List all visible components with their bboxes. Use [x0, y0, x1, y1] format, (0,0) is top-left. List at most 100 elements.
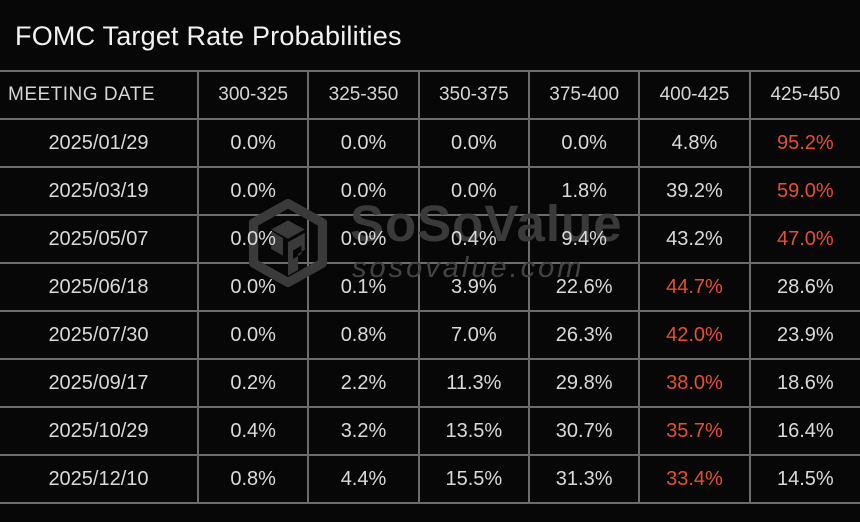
probability-value: 18.6%: [776, 371, 834, 394]
probability-value: 0.0%: [451, 131, 497, 154]
table-row: 2025/06/18 0.0% 0.1% 3.9% 22.6% 44.7% 28.6%: [0, 262, 860, 312]
probability-value: 0.1%: [340, 275, 387, 298]
rate-range-column-header: 325-350: [307, 70, 420, 120]
probability-cell: 0.0%: [196, 310, 310, 360]
probability-cell: 13.5%: [417, 406, 530, 456]
meeting-date-cell: 2025/12/10: [0, 454, 199, 504]
probability-value: 0.0%: [451, 179, 497, 202]
probability-value: 0.2%: [230, 371, 276, 394]
meeting-date-cell: 2025/05/07: [0, 214, 199, 264]
table-row: 2025/10/29 0.4% 3.2% 13.5% 30.7% 35.7% 16.4%: [0, 406, 860, 456]
probability-cell: 0.0%: [196, 262, 310, 312]
probability-cell: 0.1%: [307, 262, 420, 312]
probability-value: 1.8%: [561, 179, 607, 202]
meeting-date-column-header: MEETING DATE: [0, 70, 199, 120]
probability-value: 11.3%: [446, 371, 502, 394]
probability-value: 0.0%: [230, 275, 276, 298]
rate-range-column-header: 400-425: [638, 70, 751, 120]
probability-value: 16.4%: [776, 419, 834, 442]
probability-cell: 59.0%: [748, 166, 860, 216]
table-header-row: MEETING DATE 300-325 325-350 350-375 375-400…: [0, 70, 860, 120]
probability-cell: 42.0%: [638, 310, 751, 360]
probability-cell: 2.2%: [307, 358, 420, 408]
probability-value: 3.2%: [340, 419, 387, 442]
rate-range-column-header: 425-450: [748, 70, 860, 120]
probability-value: 44.7%: [666, 275, 723, 298]
probability-value: 0.0%: [230, 131, 276, 154]
column-header-label: 325-350: [328, 84, 399, 105]
probability-cell: 4.8%: [638, 118, 751, 168]
column-header-label: 400-425: [659, 84, 730, 105]
probability-value: 26.3%: [555, 323, 613, 346]
probability-value: 0.0%: [340, 227, 387, 250]
probability-cell: 0.0%: [417, 166, 530, 216]
column-header-label: 350-375: [438, 84, 509, 105]
probability-value: 28.6%: [776, 275, 834, 298]
column-header-label: 375-400: [549, 84, 620, 105]
probability-value: 0.0%: [340, 179, 387, 202]
probability-cell: 7.0%: [417, 310, 530, 360]
probability-value: 59.0%: [776, 179, 834, 202]
meeting-date-value: 2025/10/29: [48, 419, 149, 442]
probability-cell: 15.5%: [417, 454, 530, 504]
probability-cell: 31.3%: [527, 454, 641, 504]
title-bar: FOMC Target Rate Probabilities: [0, 0, 860, 70]
fomc-probability-table: MEETING DATE 300-325 325-350 350-375 375-400…: [0, 70, 860, 504]
meeting-date-cell: 2025/09/17: [0, 358, 199, 408]
meeting-date-cell: 2025/07/30: [0, 310, 199, 360]
probability-value: 0.0%: [230, 227, 276, 250]
probability-cell: 0.0%: [527, 118, 641, 168]
probability-cell: 33.4%: [638, 454, 751, 504]
probability-cell: 0.0%: [196, 166, 310, 216]
rate-range-column-header: 350-375: [417, 70, 530, 120]
probability-cell: 23.9%: [748, 310, 860, 360]
probability-value: 13.5%: [445, 419, 503, 442]
table-row: 2025/03/19 0.0% 0.0% 0.0% 1.8% 39.2% 59.0%: [0, 166, 860, 216]
probability-value: 0.4%: [451, 227, 497, 250]
probability-cell: 0.8%: [196, 454, 310, 504]
rate-range-column-header: 375-400: [527, 70, 641, 120]
probability-cell: 38.0%: [638, 358, 751, 408]
probability-value: 33.4%: [666, 467, 723, 490]
probability-value: 15.5%: [445, 467, 503, 490]
probability-cell: 28.6%: [748, 262, 860, 312]
probability-value: 29.8%: [555, 371, 613, 394]
probability-cell: 18.6%: [748, 358, 860, 408]
meeting-date-cell: 2025/06/18: [0, 262, 199, 312]
column-header-label: 300-325: [218, 84, 289, 105]
probability-value: 47.0%: [776, 227, 834, 250]
page-title: FOMC Target Rate Probabilities: [15, 20, 402, 51]
probability-cell: 44.7%: [638, 262, 751, 312]
meeting-date-value: 2025/12/10: [48, 467, 149, 490]
table-row: 2025/09/17 0.2% 2.2% 11.3% 29.8% 38.0% 18.6%: [0, 358, 860, 408]
probability-value: 9.4%: [561, 227, 607, 250]
probability-cell: 39.2%: [638, 166, 751, 216]
probability-value: 38.0%: [666, 371, 723, 394]
probability-cell: 47.0%: [748, 214, 860, 264]
probability-value: 39.2%: [666, 179, 723, 202]
probability-cell: 0.0%: [196, 118, 310, 168]
probability-cell: 16.4%: [748, 406, 860, 456]
probability-value: 7.0%: [451, 323, 497, 346]
meeting-date-value: 2025/09/17: [48, 371, 149, 394]
column-header-label: 425-450: [770, 84, 841, 105]
probability-cell: 1.8%: [527, 166, 641, 216]
probability-value: 0.0%: [340, 131, 387, 154]
meeting-date-value: 2025/07/30: [48, 323, 149, 346]
table-row: 2025/05/07 0.0% 0.0% 0.4% 9.4% 43.2% 47.0%: [0, 214, 860, 264]
probability-cell: 0.0%: [307, 166, 420, 216]
rate-range-column-header: 300-325: [196, 70, 310, 120]
probability-cell: 0.4%: [417, 214, 530, 264]
probability-value: 42.0%: [666, 323, 723, 346]
probability-cell: 0.0%: [307, 214, 420, 264]
probability-value: 0.0%: [230, 179, 276, 202]
probability-cell: 0.0%: [196, 214, 310, 264]
probability-cell: 22.6%: [527, 262, 641, 312]
probability-value: 30.7%: [555, 419, 613, 442]
probability-value: 31.3%: [555, 467, 613, 490]
table-row: 2025/01/29 0.0% 0.0% 0.0% 0.0% 4.8% 95.2%: [0, 118, 860, 168]
probability-cell: 0.0%: [307, 118, 420, 168]
column-header-label: MEETING DATE: [8, 84, 156, 105]
probability-cell: 30.7%: [527, 406, 641, 456]
